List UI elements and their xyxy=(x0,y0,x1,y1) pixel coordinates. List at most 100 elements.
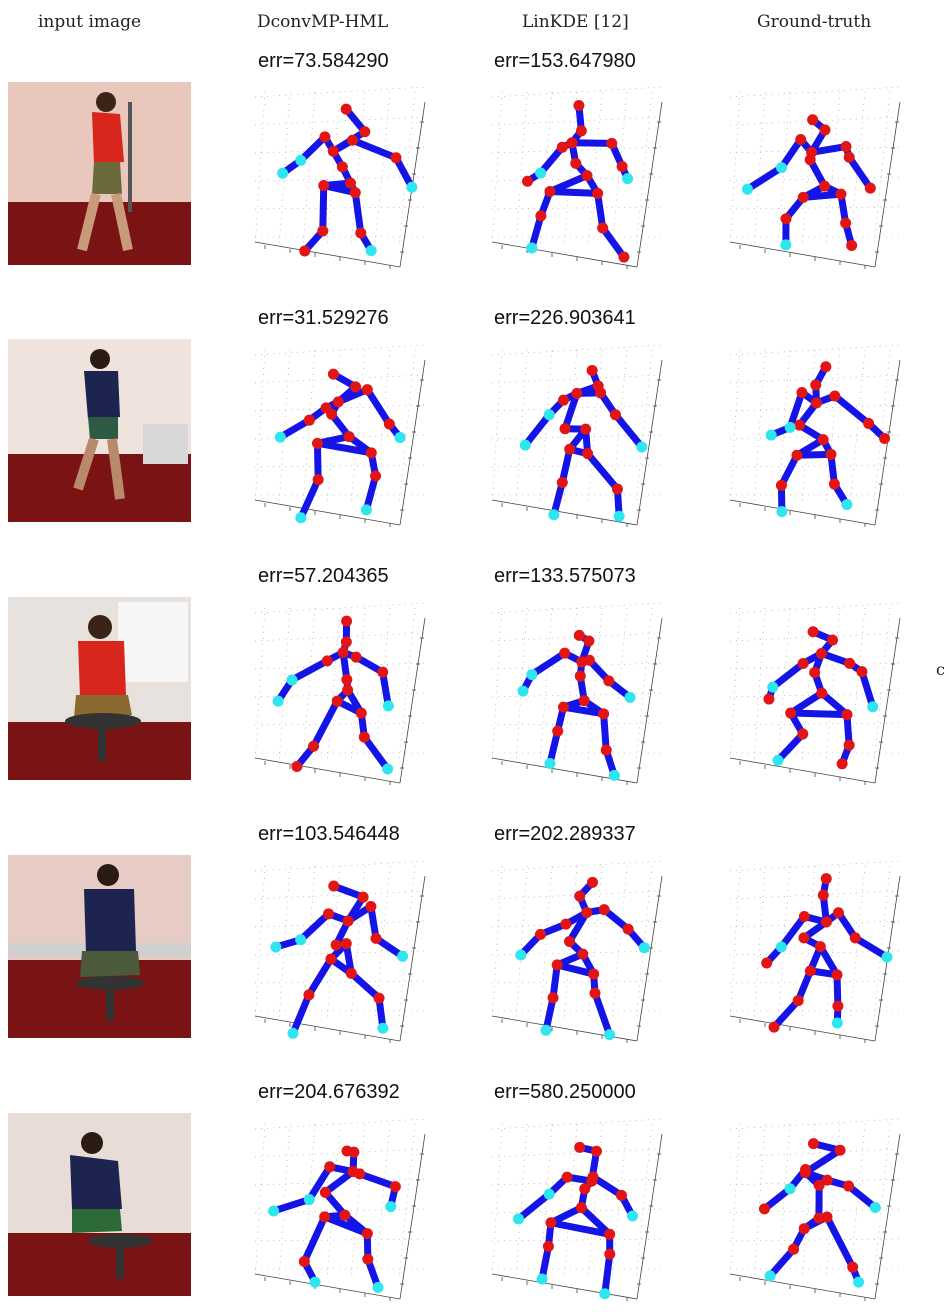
pose-skeleton xyxy=(270,880,409,1039)
bone xyxy=(743,164,785,193)
joint-marker xyxy=(309,1276,321,1288)
joint-marker xyxy=(843,1180,855,1192)
joint-marker xyxy=(560,918,572,930)
joint-marker xyxy=(544,757,556,769)
joint-marker xyxy=(372,1281,384,1293)
joint-marker xyxy=(517,685,529,697)
joint-marker xyxy=(545,1217,557,1229)
joint-marker xyxy=(780,213,792,225)
joint-marker xyxy=(574,670,586,682)
joint-marker xyxy=(592,187,604,199)
joint-marker xyxy=(337,646,349,658)
joint-marker xyxy=(813,1179,825,1191)
joint-marker xyxy=(406,181,418,193)
bone xyxy=(558,445,574,486)
joint-marker xyxy=(583,635,595,647)
input-photo xyxy=(8,1113,191,1296)
joint-marker xyxy=(373,992,385,1004)
joint-marker xyxy=(600,744,612,756)
joint-marker xyxy=(361,384,373,396)
joint-marker xyxy=(573,629,585,641)
input-photo xyxy=(8,597,191,780)
joint-marker xyxy=(377,1022,389,1034)
bone xyxy=(289,991,313,1037)
joint-marker xyxy=(540,1024,552,1036)
joint-marker xyxy=(843,151,855,163)
bone xyxy=(589,1173,625,1199)
err-label-linkde: err=226.903641 xyxy=(494,307,636,329)
pose-plot-ground-truth xyxy=(700,82,912,272)
bone xyxy=(777,912,808,951)
joint-marker xyxy=(566,137,578,149)
bone xyxy=(300,1213,329,1265)
joint-marker xyxy=(849,932,861,944)
bone xyxy=(310,697,341,750)
input-photo xyxy=(8,82,191,265)
joint-marker xyxy=(784,421,796,433)
joint-marker xyxy=(382,700,394,712)
joint-marker xyxy=(272,695,284,707)
joint-marker xyxy=(836,758,848,770)
err-label-dconv: err=103.546448 xyxy=(258,823,400,845)
joint-marker xyxy=(385,1201,397,1213)
joint-marker xyxy=(795,134,807,146)
joint-marker xyxy=(775,941,787,953)
joint-marker xyxy=(627,1210,639,1222)
joint-marker xyxy=(804,154,816,166)
joint-marker xyxy=(586,364,598,376)
bone xyxy=(845,1182,879,1211)
joint-marker xyxy=(588,968,600,980)
joint-marker xyxy=(793,419,805,431)
joint-marker xyxy=(535,210,547,222)
bone xyxy=(823,1213,857,1271)
pose-plot-ground-truth xyxy=(700,1114,912,1304)
joint-marker xyxy=(268,1205,280,1217)
joint-marker xyxy=(589,987,601,999)
plot-grid xyxy=(729,1118,901,1301)
joint-marker xyxy=(819,124,831,136)
joint-marker xyxy=(291,761,303,773)
bone xyxy=(392,154,416,191)
joint-marker xyxy=(365,447,377,459)
err-label-dconv: err=31.529276 xyxy=(258,307,389,329)
joint-marker xyxy=(775,162,787,174)
joint-marker xyxy=(581,170,593,182)
joint-marker xyxy=(832,907,844,919)
joint-marker xyxy=(598,904,610,916)
bone xyxy=(363,386,393,428)
err-label-linkde: err=153.647980 xyxy=(494,50,636,72)
joint-marker xyxy=(575,1202,587,1214)
bone xyxy=(297,133,329,164)
joint-marker xyxy=(355,227,367,239)
err-label-linkde: err=580.250000 xyxy=(494,1081,636,1103)
stray-character: c xyxy=(936,660,945,679)
joint-marker xyxy=(345,967,357,979)
plot-grid xyxy=(254,602,426,785)
bone xyxy=(787,709,851,719)
joint-marker xyxy=(295,512,307,524)
joint-marker xyxy=(526,669,538,681)
joint-marker xyxy=(519,439,531,451)
joint-marker xyxy=(340,938,352,950)
pose-skeleton xyxy=(522,99,634,263)
joint-marker xyxy=(303,414,315,426)
joint-marker xyxy=(574,890,586,902)
joint-marker xyxy=(821,1211,833,1223)
bone xyxy=(766,1245,798,1280)
joint-marker xyxy=(303,1194,315,1206)
joint-marker xyxy=(319,131,331,143)
joint-marker xyxy=(582,448,594,460)
joint-marker xyxy=(327,368,339,380)
bone xyxy=(601,1250,614,1298)
joint-marker xyxy=(834,1144,846,1156)
joint-marker xyxy=(343,431,355,443)
joint-marker xyxy=(831,969,843,981)
joint-marker xyxy=(559,647,571,659)
joint-marker xyxy=(274,431,286,443)
joint-marker xyxy=(622,173,634,185)
joint-marker xyxy=(358,731,370,743)
bone xyxy=(360,733,392,773)
joint-marker xyxy=(828,478,840,490)
joint-marker xyxy=(579,1183,591,1195)
joint-marker xyxy=(804,965,816,977)
